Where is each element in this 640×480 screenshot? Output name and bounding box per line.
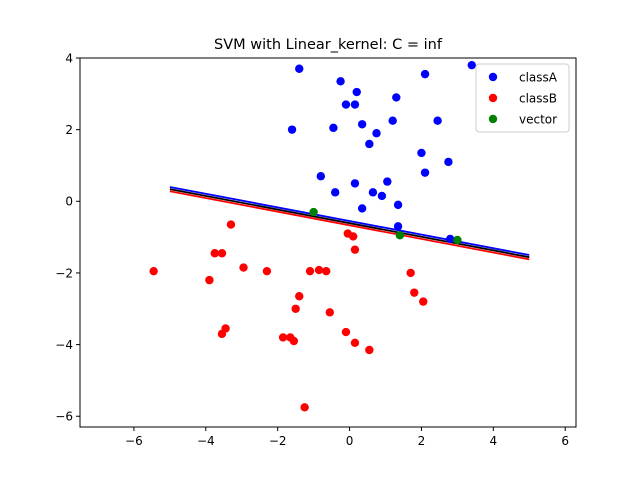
classB-point-5 (217, 249, 227, 258)
classA-point-10 (357, 120, 367, 129)
y-axis-ticks: −6 −4 −2 0 2 4 (55, 51, 80, 424)
classA-point-5 (341, 100, 351, 109)
classB-point-10 (314, 265, 324, 275)
classB-point-14 (410, 288, 419, 297)
classA-point-6 (350, 100, 360, 109)
legend-label-classA: classA (519, 70, 558, 84)
classB-point-2 (348, 232, 358, 241)
classB-point-6 (239, 263, 248, 272)
x-tick-label: −6 (125, 434, 143, 448)
boundary-line-1 (169, 190, 530, 261)
legend-marker-vector (488, 114, 498, 124)
classA-point-3 (420, 69, 430, 79)
classA-point-24 (357, 204, 367, 213)
classA-point-15 (417, 148, 426, 158)
vector-point-0 (309, 207, 318, 217)
classB-point-18 (325, 308, 334, 317)
x-tick-label: 0 (346, 434, 354, 448)
classB-point-9 (305, 266, 315, 276)
legend-box (475, 63, 570, 133)
classB-point-27 (300, 403, 309, 412)
classA-point-14 (365, 139, 374, 149)
decision-boundary-lines (169, 186, 530, 261)
legend-label-vector: vector (519, 112, 557, 126)
vector-point-1 (395, 231, 405, 240)
classB-point-13 (205, 275, 214, 285)
boundary-line-0 (169, 186, 530, 256)
legend: classA classB vector (475, 63, 570, 133)
classA-point-26 (393, 222, 403, 231)
classA-point-7 (392, 93, 401, 102)
classB-point-11 (322, 266, 331, 276)
classB-point-7 (149, 266, 158, 276)
legend-marker-classB (488, 93, 498, 103)
classB-point-17 (291, 304, 300, 313)
classA-point-11 (388, 116, 397, 125)
classB-point-12 (406, 268, 415, 278)
y-tick-label: −6 (55, 410, 73, 424)
classA-point-12 (433, 116, 442, 125)
x-tick-label: 4 (490, 434, 498, 448)
x-tick-label: 2 (418, 434, 426, 448)
classA-point-9 (329, 123, 338, 133)
classA-point-19 (350, 179, 360, 188)
classA-point-16 (444, 157, 453, 167)
x-tick-label: 6 (561, 434, 569, 448)
y-tick-label: 4 (65, 51, 73, 65)
vector-point-2 (453, 235, 462, 245)
classB-point-24 (289, 336, 299, 346)
y-tick-label: 2 (65, 123, 73, 137)
classB-point-16 (419, 297, 428, 306)
classB-point-8 (262, 266, 272, 276)
data-points (149, 60, 476, 412)
x-axis-ticks: −6 −4 −2 0 2 4 6 (125, 427, 569, 448)
classB-point-20 (217, 329, 227, 339)
classA-point-0 (295, 64, 304, 73)
classB-point-4 (210, 249, 219, 258)
classA-point-20 (383, 177, 392, 186)
classB-point-26 (365, 345, 374, 355)
classA-point-25 (393, 200, 403, 210)
classB-point-0 (226, 220, 236, 229)
classB-point-3 (350, 245, 360, 254)
classA-point-1 (467, 60, 476, 70)
classA-point-18 (420, 168, 430, 177)
y-tick-label: 0 (65, 195, 73, 209)
legend-label-classB: classB (519, 91, 557, 105)
classA-point-2 (336, 77, 345, 86)
classB-point-21 (341, 327, 351, 337)
classA-point-22 (368, 188, 378, 197)
classA-point-4 (352, 87, 361, 97)
x-tick-label: −4 (197, 434, 215, 448)
x-tick-label: −2 (269, 434, 287, 448)
legend-marker-classA (488, 72, 498, 82)
plot-frame (79, 57, 577, 428)
y-tick-label: −4 (55, 338, 73, 352)
classB-point-22 (278, 333, 288, 342)
classA-point-13 (372, 129, 381, 138)
classA-point-8 (287, 125, 297, 134)
boundary-line-2 (169, 188, 530, 259)
classA-point-17 (316, 172, 326, 181)
y-tick-label: −2 (55, 266, 73, 280)
chart-title: SVM with Linear_kernel: C = inf (214, 37, 443, 53)
classB-point-15 (295, 292, 304, 301)
classA-point-27 (446, 234, 455, 244)
classB-point-25 (350, 338, 360, 348)
classA-point-21 (330, 188, 340, 197)
classA-point-23 (377, 191, 387, 201)
